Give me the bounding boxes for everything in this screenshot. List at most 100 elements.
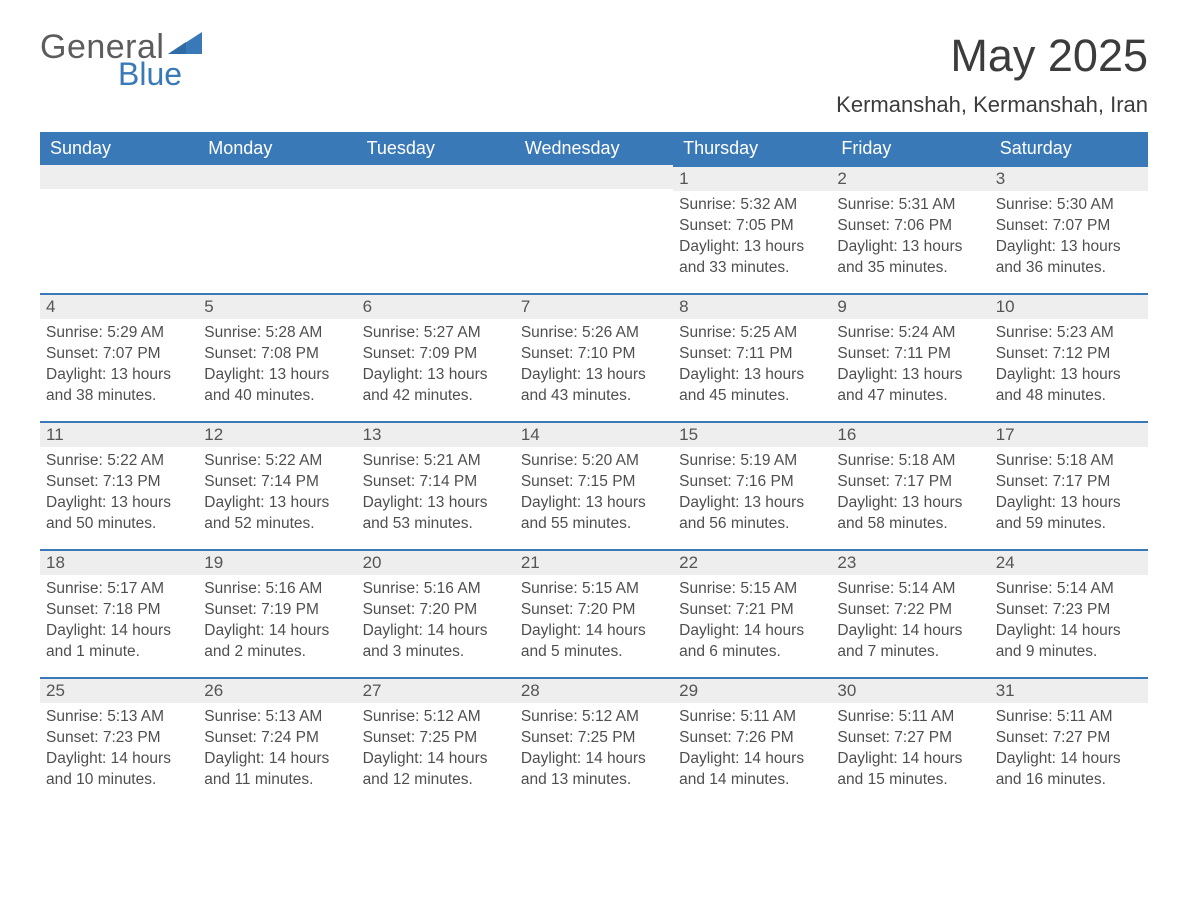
daylight-line: Daylight: 14 hours and 5 minutes.	[521, 621, 667, 663]
calendar-cell: 14Sunrise: 5:20 AMSunset: 7:15 PMDayligh…	[515, 421, 673, 549]
calendar-cell	[357, 165, 515, 293]
sunset-label: Sunset:	[363, 601, 416, 618]
calendar-cell: 6Sunrise: 5:27 AMSunset: 7:09 PMDaylight…	[357, 293, 515, 421]
sunset-value: 7:12 PM	[1053, 345, 1111, 362]
sunset-label: Sunset:	[679, 217, 732, 234]
sunset-value: 7:08 PM	[261, 345, 319, 362]
calendar-cell: 17Sunrise: 5:18 AMSunset: 7:17 PMDayligh…	[990, 421, 1148, 549]
sunrise-label: Sunrise:	[679, 708, 736, 725]
daylight-line: Daylight: 13 hours and 43 minutes.	[521, 365, 667, 407]
sunset-value: 7:26 PM	[736, 729, 794, 746]
daylight-line: Daylight: 14 hours and 10 minutes.	[46, 749, 192, 791]
day-number: 11	[40, 421, 198, 447]
sunset-line: Sunset: 7:15 PM	[521, 472, 667, 493]
day-number: 24	[990, 549, 1148, 575]
sunset-line: Sunset: 7:20 PM	[521, 600, 667, 621]
sunset-line: Sunset: 7:11 PM	[679, 344, 825, 365]
daylight-line: Daylight: 14 hours and 3 minutes.	[363, 621, 509, 663]
sunrise-line: Sunrise: 5:14 AM	[837, 579, 983, 600]
day-details: Sunrise: 5:32 AMSunset: 7:05 PMDaylight:…	[673, 191, 831, 279]
daylight-label: Daylight:	[204, 622, 264, 639]
day-number: 31	[990, 677, 1148, 703]
sunset-value: 7:07 PM	[103, 345, 161, 362]
sunset-line: Sunset: 7:26 PM	[679, 728, 825, 749]
daylight-line: Daylight: 14 hours and 2 minutes.	[204, 621, 350, 663]
sunset-line: Sunset: 7:20 PM	[363, 600, 509, 621]
sunset-value: 7:18 PM	[103, 601, 161, 618]
calendar-cell: 7Sunrise: 5:26 AMSunset: 7:10 PMDaylight…	[515, 293, 673, 421]
sunset-line: Sunset: 7:11 PM	[837, 344, 983, 365]
sunset-label: Sunset:	[521, 601, 574, 618]
sunset-line: Sunset: 7:07 PM	[996, 216, 1142, 237]
calendar-cell: 25Sunrise: 5:13 AMSunset: 7:23 PMDayligh…	[40, 677, 198, 805]
day-details: Sunrise: 5:18 AMSunset: 7:17 PMDaylight:…	[990, 447, 1148, 535]
daylight-line: Daylight: 13 hours and 36 minutes.	[996, 237, 1142, 279]
day-details: Sunrise: 5:19 AMSunset: 7:16 PMDaylight:…	[673, 447, 831, 535]
sunrise-label: Sunrise:	[46, 324, 103, 341]
sunset-label: Sunset:	[521, 345, 574, 362]
calendar-cell: 30Sunrise: 5:11 AMSunset: 7:27 PMDayligh…	[831, 677, 989, 805]
calendar-cell: 21Sunrise: 5:15 AMSunset: 7:20 PMDayligh…	[515, 549, 673, 677]
sunset-label: Sunset:	[204, 345, 257, 362]
day-details: Sunrise: 5:13 AMSunset: 7:23 PMDaylight:…	[40, 703, 198, 791]
day-number: 12	[198, 421, 356, 447]
daylight-label: Daylight:	[679, 366, 739, 383]
sunset-line: Sunset: 7:27 PM	[996, 728, 1142, 749]
day-number: 5	[198, 293, 356, 319]
sunrise-label: Sunrise:	[204, 324, 261, 341]
day-number: 17	[990, 421, 1148, 447]
sunset-value: 7:11 PM	[736, 345, 793, 362]
daylight-line: Daylight: 14 hours and 15 minutes.	[837, 749, 983, 791]
sunrise-label: Sunrise:	[363, 580, 420, 597]
daylight-line: Daylight: 14 hours and 12 minutes.	[363, 749, 509, 791]
daylight-label: Daylight:	[679, 750, 739, 767]
calendar-cell: 11Sunrise: 5:22 AMSunset: 7:13 PMDayligh…	[40, 421, 198, 549]
daylight-line: Daylight: 13 hours and 48 minutes.	[996, 365, 1142, 407]
sunset-value: 7:25 PM	[578, 729, 636, 746]
sunrise-line: Sunrise: 5:12 AM	[363, 707, 509, 728]
sunset-value: 7:14 PM	[419, 473, 477, 490]
calendar-week-row: 25Sunrise: 5:13 AMSunset: 7:23 PMDayligh…	[40, 677, 1148, 805]
sunrise-value: 5:19 AM	[740, 452, 797, 469]
sunrise-line: Sunrise: 5:23 AM	[996, 323, 1142, 344]
sunset-line: Sunset: 7:12 PM	[996, 344, 1142, 365]
daylight-line: Daylight: 13 hours and 45 minutes.	[679, 365, 825, 407]
sunrise-value: 5:17 AM	[107, 580, 164, 597]
sunrise-label: Sunrise:	[521, 580, 578, 597]
sunset-line: Sunset: 7:25 PM	[521, 728, 667, 749]
day-number: 2	[831, 165, 989, 191]
sunset-value: 7:21 PM	[736, 601, 794, 618]
day-details: Sunrise: 5:24 AMSunset: 7:11 PMDaylight:…	[831, 319, 989, 407]
sunrise-line: Sunrise: 5:22 AM	[46, 451, 192, 472]
sunrise-label: Sunrise:	[996, 708, 1053, 725]
daylight-label: Daylight:	[204, 750, 264, 767]
sunset-value: 7:06 PM	[894, 217, 952, 234]
calendar-cell: 4Sunrise: 5:29 AMSunset: 7:07 PMDaylight…	[40, 293, 198, 421]
sunset-label: Sunset:	[996, 473, 1049, 490]
sunrise-line: Sunrise: 5:11 AM	[837, 707, 983, 728]
daylight-label: Daylight:	[46, 366, 106, 383]
sunrise-label: Sunrise:	[679, 324, 736, 341]
sunrise-value: 5:13 AM	[265, 708, 322, 725]
sunrise-value: 5:18 AM	[899, 452, 956, 469]
sunset-value: 7:17 PM	[894, 473, 952, 490]
sunrise-line: Sunrise: 5:11 AM	[679, 707, 825, 728]
daylight-line: Daylight: 13 hours and 59 minutes.	[996, 493, 1142, 535]
daylight-label: Daylight:	[204, 366, 264, 383]
sunrise-value: 5:21 AM	[424, 452, 481, 469]
sunset-line: Sunset: 7:08 PM	[204, 344, 350, 365]
calendar-week-row: 18Sunrise: 5:17 AMSunset: 7:18 PMDayligh…	[40, 549, 1148, 677]
day-number: 7	[515, 293, 673, 319]
sunrise-line: Sunrise: 5:18 AM	[996, 451, 1142, 472]
sunrise-label: Sunrise:	[204, 452, 261, 469]
sunrise-value: 5:26 AM	[582, 324, 639, 341]
sunrise-value: 5:12 AM	[582, 708, 639, 725]
sunset-label: Sunset:	[837, 729, 890, 746]
day-details: Sunrise: 5:28 AMSunset: 7:08 PMDaylight:…	[198, 319, 356, 407]
day-number: 15	[673, 421, 831, 447]
day-number: 14	[515, 421, 673, 447]
daylight-line: Daylight: 14 hours and 11 minutes.	[204, 749, 350, 791]
daylight-line: Daylight: 13 hours and 42 minutes.	[363, 365, 509, 407]
sunset-label: Sunset:	[46, 729, 99, 746]
day-details: Sunrise: 5:26 AMSunset: 7:10 PMDaylight:…	[515, 319, 673, 407]
